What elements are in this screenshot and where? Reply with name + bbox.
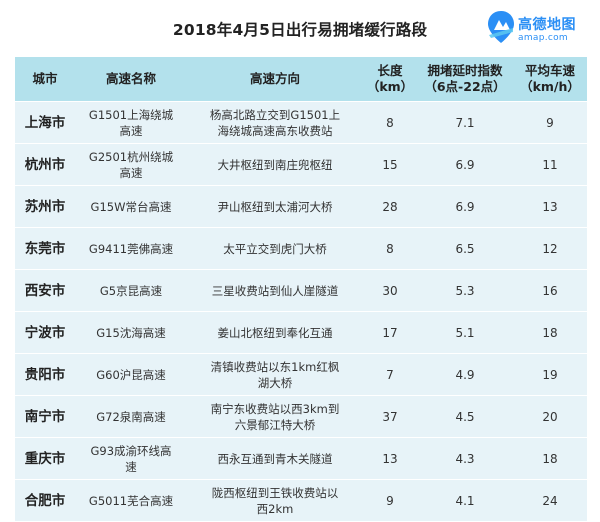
page-title: 2018年4月5日出行易拥堵缓行路段 [172,21,428,39]
city-cell: 西安市 [15,269,75,312]
logo-url: amap.com [518,33,568,43]
city-cell: 贵阳市 [15,353,75,396]
header-delay-index: 拥堵延时指数 （6点-22点） [417,57,513,102]
delay-index-cell: 5.3 [417,269,513,312]
city-cell: 南宁市 [15,395,75,438]
direction-cell: 大井枢纽到南庄兜枢纽 [187,143,363,186]
city-cell: 上海市 [15,101,75,144]
length-cell: 28 [363,185,417,228]
table-row: 重庆市 G93成渝环线高 速 西永互通到青木关隧道 13 4.3 18 [15,437,587,480]
page-header: 2018年4月5日出行易拥堵缓行路段 高德地图 amap.com [0,0,600,60]
header-length: 长度 （km） [363,57,417,102]
road-name-cell: G15W常台高速 [75,185,187,228]
direction-cell: 陇西枢纽到王铁收费站以 西2km [187,479,363,522]
table-header-row: 城市 高速名称 高速方向 长度 （km） 拥堵延时指数 （6点-22点） 平均车… [15,57,587,102]
direction-cell: 三星收费站到仙人崖隧道 [187,269,363,312]
amap-logo-icon [488,11,514,43]
direction-cell: 姜山北枢纽到奉化互通 [187,311,363,354]
delay-index-cell: 7.1 [417,101,513,144]
table-row: 贵阳市 G60沪昆高速 清镇收费站以东1km红枫 湖大桥 7 4.9 19 [15,353,587,396]
delay-index-cell: 6.9 [417,185,513,228]
length-cell: 15 [363,143,417,186]
speed-cell: 9 [513,101,587,144]
road-name-cell: G2501杭州绕城 高速 [75,143,187,186]
table-row: 南宁市 G72泉南高速 南宁东收费站以西3km到 六景郁江特大桥 37 4.5 … [15,395,587,438]
delay-index-cell: 6.9 [417,143,513,186]
delay-index-cell: 4.5 [417,395,513,438]
direction-cell: 杨高北路立交到G1501上 海绕城高速高东收费站 [187,101,363,144]
speed-cell: 13 [513,185,587,228]
table-row: 宁波市 G15沈海高速 姜山北枢纽到奉化互通 17 5.1 18 [15,311,587,354]
city-cell: 合肥市 [15,479,75,522]
road-name-cell: G5011芜合高速 [75,479,187,522]
table-row: 合肥市 G5011芜合高速 陇西枢纽到王铁收费站以 西2km 9 4.1 24 [15,479,587,522]
table-row: 上海市 G1501上海绕城 高速 杨高北路立交到G1501上 海绕城高速高东收费… [15,101,587,144]
city-cell: 东莞市 [15,227,75,270]
road-name-cell: G15沈海高速 [75,311,187,354]
header-city: 城市 [15,57,75,102]
road-name-cell: G5京昆高速 [75,269,187,312]
delay-index-cell: 5.1 [417,311,513,354]
road-name-cell: G1501上海绕城 高速 [75,101,187,144]
table-row: 东莞市 G9411莞佛高速 太平立交到虎门大桥 8 6.5 12 [15,227,587,270]
table-row: 杭州市 G2501杭州绕城 高速 大井枢纽到南庄兜枢纽 15 6.9 11 [15,143,587,186]
speed-cell: 20 [513,395,587,438]
direction-cell: 清镇收费站以东1km红枫 湖大桥 [187,353,363,396]
direction-cell: 西永互通到青木关隧道 [187,437,363,480]
speed-cell: 24 [513,479,587,522]
length-cell: 37 [363,395,417,438]
speed-cell: 19 [513,353,587,396]
speed-cell: 18 [513,311,587,354]
speed-cell: 16 [513,269,587,312]
delay-index-cell: 4.1 [417,479,513,522]
length-cell: 13 [363,437,417,480]
direction-cell: 南宁东收费站以西3km到 六景郁江特大桥 [187,395,363,438]
header-speed: 平均车速 （km/h） [513,57,587,102]
speed-cell: 18 [513,437,587,480]
delay-index-cell: 4.9 [417,353,513,396]
amap-logo: 高德地图 amap.com [486,8,596,48]
road-name-cell: G60沪昆高速 [75,353,187,396]
length-cell: 8 [363,101,417,144]
length-cell: 30 [363,269,417,312]
delay-index-cell: 4.3 [417,437,513,480]
road-name-cell: G72泉南高速 [75,395,187,438]
length-cell: 8 [363,227,417,270]
city-cell: 苏州市 [15,185,75,228]
logo-name: 高德地图 [518,17,576,33]
length-cell: 9 [363,479,417,522]
speed-cell: 11 [513,143,587,186]
city-cell: 宁波市 [15,311,75,354]
header-road: 高速名称 [75,57,187,102]
table-row: 西安市 G5京昆高速 三星收费站到仙人崖隧道 30 5.3 16 [15,269,587,312]
direction-cell: 太平立交到虎门大桥 [187,227,363,270]
city-cell: 杭州市 [15,143,75,186]
direction-cell: 尹山枢纽到太浦河大桥 [187,185,363,228]
delay-index-cell: 6.5 [417,227,513,270]
header-direction: 高速方向 [187,57,363,102]
length-cell: 17 [363,311,417,354]
road-name-cell: G93成渝环线高 速 [75,437,187,480]
length-cell: 7 [363,353,417,396]
congestion-table: 城市 高速名称 高速方向 长度 （km） 拥堵延时指数 （6点-22点） 平均车… [15,57,587,522]
table-row: 苏州市 G15W常台高速 尹山枢纽到太浦河大桥 28 6.9 13 [15,185,587,228]
city-cell: 重庆市 [15,437,75,480]
road-name-cell: G9411莞佛高速 [75,227,187,270]
speed-cell: 12 [513,227,587,270]
